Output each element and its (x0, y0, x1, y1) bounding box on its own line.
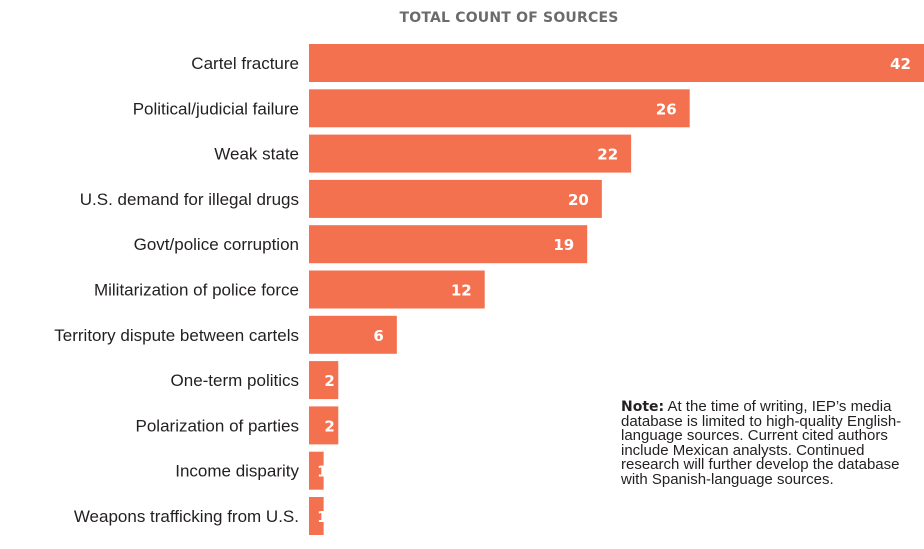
value-label-u-s-demand-for-illegal-drugs: 20 (568, 191, 589, 209)
bar-territory-dispute-between-cartels (309, 315, 397, 354)
bar-cartel-fracture (309, 44, 924, 82)
category-label-polarization-of-parties: Polarization of parties (136, 416, 299, 435)
bar-income-disparity (309, 451, 324, 490)
value-label-militarization-of-police-force: 12 (451, 282, 472, 300)
value-label-weak-state: 22 (597, 146, 618, 164)
category-label-territory-dispute-between-cartels: Territory dispute between cartels (54, 326, 299, 345)
value-label-one-term-politics: 2 (324, 372, 334, 390)
bar-weak-state (309, 134, 632, 173)
bar-militarization-of-police-force (309, 270, 485, 309)
chart-title: TOTAL COUNT OF SOURCES (399, 10, 619, 26)
category-label-militarization-of-police-force: Militarization of police force (94, 281, 299, 300)
note-box: Note: At the time of writing, IEP’s medi… (621, 398, 911, 488)
value-label-income-disparity: 1 (317, 463, 327, 481)
value-label-territory-dispute-between-cartels: 6 (373, 327, 383, 345)
bar-one-term-politics (309, 361, 339, 400)
category-label-govt-police-corruption: Govt/police corruption (134, 235, 299, 254)
category-label-weak-state: Weak state (214, 145, 299, 164)
value-label-cartel-fracture: 42 (890, 55, 911, 73)
value-label-govt-police-corruption: 19 (553, 236, 574, 254)
bar-political-judicial-failure (309, 89, 690, 128)
category-label-political-judicial-failure: Political/judicial failure (133, 99, 299, 118)
category-label-u-s-demand-for-illegal-drugs: U.S. demand for illegal drugs (80, 190, 299, 209)
value-label-political-judicial-failure: 26 (656, 100, 677, 118)
category-label-weapons-trafficking-from-u-s: Weapons trafficking from U.S. (74, 507, 299, 526)
bar-weapons-trafficking-from-u-s (309, 497, 324, 535)
value-label-weapons-trafficking-from-u-s: 1 (317, 508, 327, 526)
bar-polarization-of-parties (309, 406, 339, 445)
category-label-cartel-fracture: Cartel fracture (191, 54, 299, 73)
note-lead: Note: (621, 399, 665, 415)
bar-govt-police-corruption (309, 225, 588, 264)
category-label-one-term-politics: One-term politics (171, 371, 299, 390)
bar-u-s-demand-for-illegal-drugs (309, 179, 602, 218)
category-label-income-disparity: Income disparity (175, 462, 299, 481)
value-label-polarization-of-parties: 2 (324, 417, 334, 435)
note-text: At the time of writing, IEP’s media data… (621, 398, 902, 488)
